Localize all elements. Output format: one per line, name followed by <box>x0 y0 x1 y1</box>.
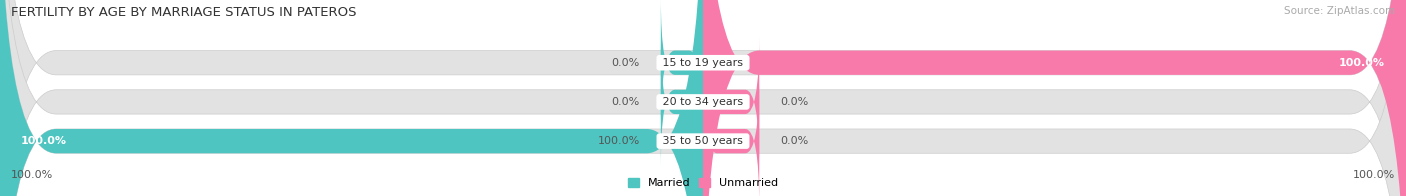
Text: 100.0%: 100.0% <box>598 136 640 146</box>
FancyBboxPatch shape <box>661 0 703 129</box>
Text: 0.0%: 0.0% <box>780 136 808 146</box>
FancyBboxPatch shape <box>703 36 759 168</box>
Text: 0.0%: 0.0% <box>612 97 640 107</box>
FancyBboxPatch shape <box>0 0 703 196</box>
Text: 100.0%: 100.0% <box>11 170 53 180</box>
FancyBboxPatch shape <box>703 75 759 196</box>
Text: 20 to 34 years: 20 to 34 years <box>659 97 747 107</box>
Legend: Married, Unmarried: Married, Unmarried <box>627 178 779 189</box>
Text: 100.0%: 100.0% <box>1353 170 1395 180</box>
FancyBboxPatch shape <box>661 36 703 168</box>
Text: Source: ZipAtlas.com: Source: ZipAtlas.com <box>1284 6 1395 16</box>
Text: 100.0%: 100.0% <box>1339 58 1385 68</box>
Text: 15 to 19 years: 15 to 19 years <box>659 58 747 68</box>
Text: 100.0%: 100.0% <box>21 136 67 146</box>
FancyBboxPatch shape <box>703 0 1406 196</box>
Text: 0.0%: 0.0% <box>780 97 808 107</box>
Text: 0.0%: 0.0% <box>612 58 640 68</box>
Text: 35 to 50 years: 35 to 50 years <box>659 136 747 146</box>
Text: FERTILITY BY AGE BY MARRIAGE STATUS IN PATEROS: FERTILITY BY AGE BY MARRIAGE STATUS IN P… <box>11 6 357 19</box>
